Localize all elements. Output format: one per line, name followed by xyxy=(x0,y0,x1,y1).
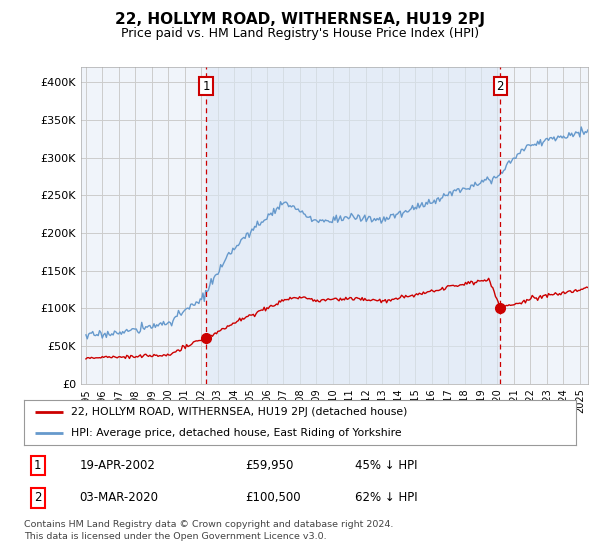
Text: 03-MAR-2020: 03-MAR-2020 xyxy=(79,491,158,505)
Text: 22, HOLLYM ROAD, WITHERNSEA, HU19 2PJ: 22, HOLLYM ROAD, WITHERNSEA, HU19 2PJ xyxy=(115,12,485,27)
Text: 22, HOLLYM ROAD, WITHERNSEA, HU19 2PJ (detached house): 22, HOLLYM ROAD, WITHERNSEA, HU19 2PJ (d… xyxy=(71,408,407,418)
Text: Price paid vs. HM Land Registry's House Price Index (HPI): Price paid vs. HM Land Registry's House … xyxy=(121,27,479,40)
Text: This data is licensed under the Open Government Licence v3.0.: This data is licensed under the Open Gov… xyxy=(24,532,326,541)
Text: 1: 1 xyxy=(34,459,41,472)
Text: £59,950: £59,950 xyxy=(245,459,293,472)
Text: 1: 1 xyxy=(202,80,209,92)
Text: 45% ↓ HPI: 45% ↓ HPI xyxy=(355,459,418,472)
Bar xyxy=(206,67,500,384)
Text: HPI: Average price, detached house, East Riding of Yorkshire: HPI: Average price, detached house, East… xyxy=(71,428,401,438)
Text: 19-APR-2002: 19-APR-2002 xyxy=(79,459,155,472)
Text: 2: 2 xyxy=(497,80,504,92)
Text: 62% ↓ HPI: 62% ↓ HPI xyxy=(355,491,418,505)
Text: Contains HM Land Registry data © Crown copyright and database right 2024.: Contains HM Land Registry data © Crown c… xyxy=(24,520,394,529)
Text: 2: 2 xyxy=(34,491,41,505)
Text: £100,500: £100,500 xyxy=(245,491,301,505)
